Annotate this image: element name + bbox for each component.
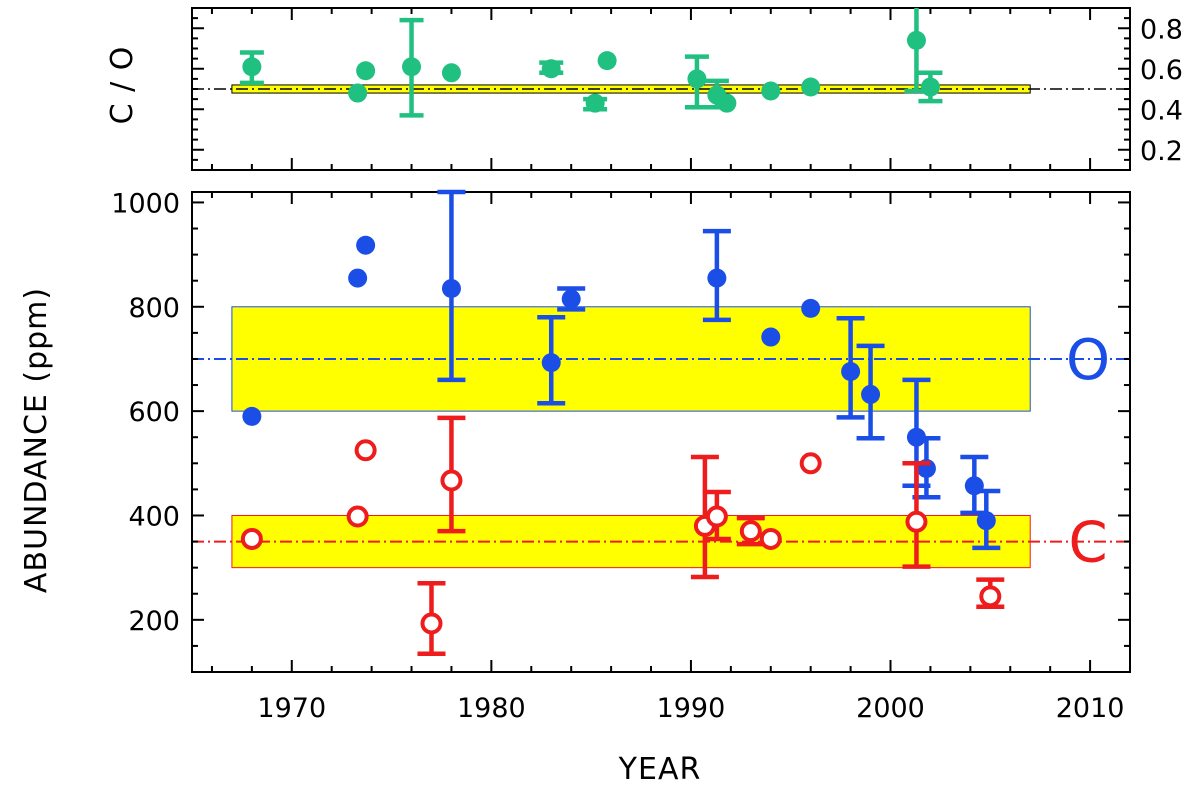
bottom-panel: O C 1970 1980 1990 2000 2010 200 400 600 800 1000 <box>111 188 1131 724</box>
data-point <box>541 59 561 79</box>
x-tick-label: 2010 <box>1056 693 1125 724</box>
data-point <box>440 469 463 492</box>
data-point <box>801 298 821 318</box>
data-point <box>905 510 928 533</box>
y-tick-label: 0.2 <box>1140 136 1183 167</box>
data-point <box>841 361 861 381</box>
data-point <box>799 452 822 475</box>
bottom-xlabel: YEAR <box>618 752 702 787</box>
x-tick-label: 1980 <box>457 693 526 724</box>
data-point <box>597 51 617 71</box>
x-tick-label: 2000 <box>856 693 925 724</box>
data-point <box>402 57 422 77</box>
y-tick-label: 800 <box>128 293 180 324</box>
data-point <box>441 279 461 299</box>
data-point <box>739 520 762 543</box>
data-point <box>707 268 727 288</box>
x-tick-label: 1970 <box>257 693 326 724</box>
data-point <box>585 93 605 113</box>
data-point <box>759 527 782 550</box>
data-point <box>920 77 940 97</box>
data-point <box>687 69 707 89</box>
y-tick-label: 0.6 <box>1140 55 1183 86</box>
y-tick-label: 0.8 <box>1140 14 1183 45</box>
top-ylabel: C / O <box>105 46 140 125</box>
data-point <box>346 505 369 528</box>
y-tick-label: 600 <box>128 397 180 428</box>
data-point <box>979 585 1002 608</box>
data-point <box>356 235 376 255</box>
data-point <box>348 83 368 103</box>
data-point <box>561 289 581 309</box>
y-tick-label: 200 <box>128 606 180 637</box>
band-label-C: C <box>1068 511 1107 576</box>
y-tick-label: 0.4 <box>1140 95 1183 126</box>
y-tick-label: 400 <box>128 501 180 532</box>
data-point <box>705 505 728 528</box>
data-point <box>420 612 443 635</box>
data-point <box>541 353 561 373</box>
band-label-O: O <box>1066 328 1110 393</box>
data-point <box>717 93 737 113</box>
data-point <box>861 384 881 404</box>
data-point <box>801 77 821 97</box>
data-point <box>906 30 926 50</box>
y-tick-label: 1000 <box>111 188 180 219</box>
data-point <box>761 327 781 347</box>
data-point <box>761 81 781 101</box>
data-point <box>441 63 461 83</box>
data-point <box>356 61 376 81</box>
bottom-ylabel: ABUNDANCE (ppm) <box>19 287 54 593</box>
data-point <box>354 439 377 462</box>
plot-frame <box>191 191 1131 673</box>
data-point <box>242 57 262 77</box>
data-point <box>348 268 368 288</box>
series-C <box>240 415 1005 656</box>
data-point <box>242 406 262 426</box>
series-ratio <box>239 8 943 118</box>
data-point <box>976 511 996 531</box>
data-point <box>240 527 263 550</box>
x-tick-label: 1990 <box>657 693 726 724</box>
top-panel: 0.2 0.4 0.6 0.8 <box>191 7 1183 171</box>
